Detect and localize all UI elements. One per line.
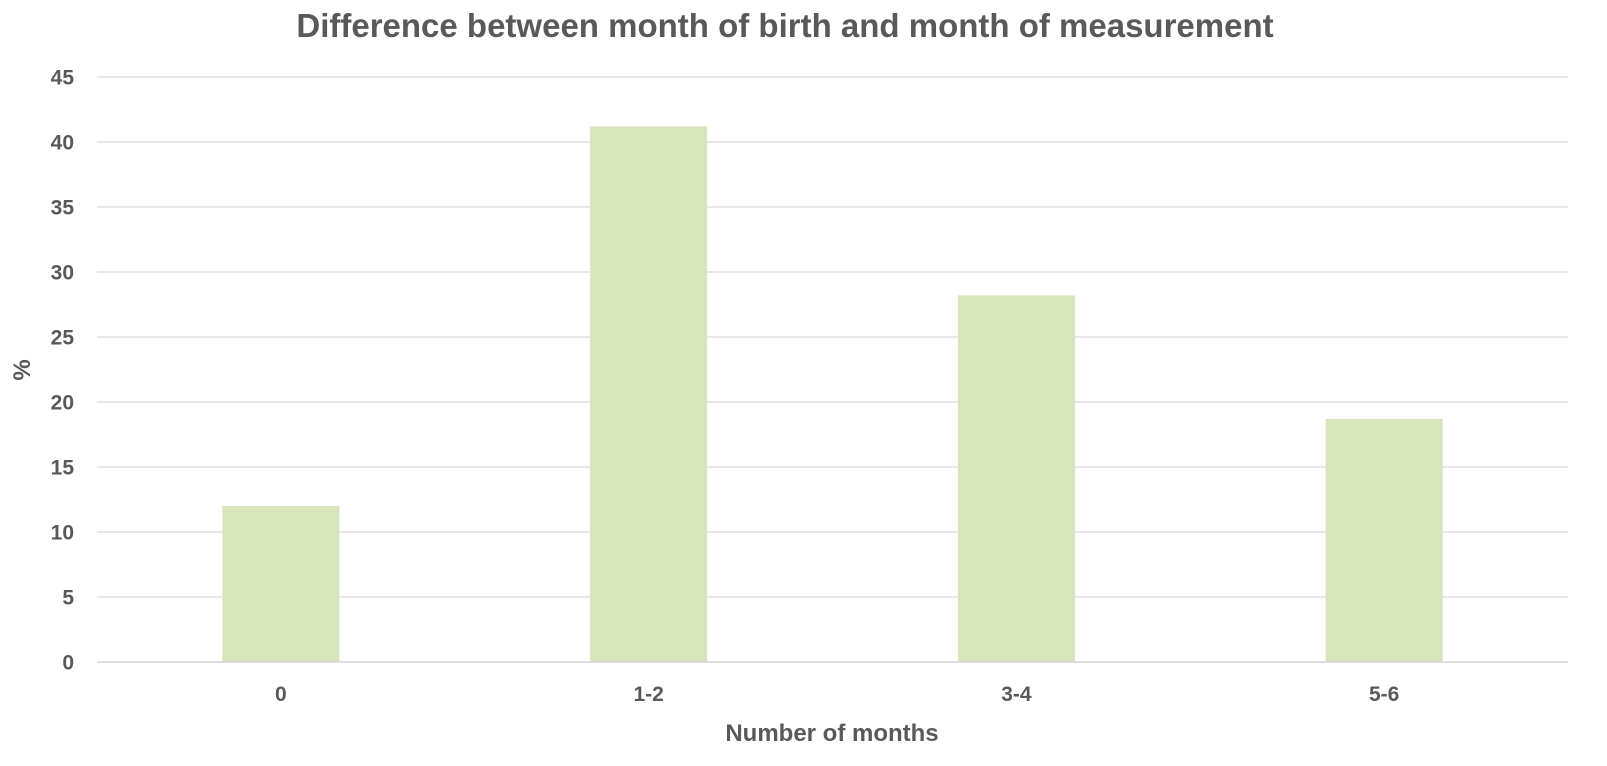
y-axis-tick-labels: 0 5 10 15 20 25 30 35 40 45 [51,67,75,675]
bar-1-2 [590,126,708,662]
y-tick-label: 5 [62,587,74,610]
bars [222,126,1443,662]
y-tick-label: 30 [51,262,74,285]
bar-zero [222,506,340,662]
x-axis-tick-labels: 0 1-2 3-4 5-6 [275,683,1399,706]
chart-title: Difference between month of birth and mo… [296,7,1273,44]
y-tick-label: 0 [62,652,74,675]
x-axis-title: Number of months [725,720,938,747]
x-tick-label: 0 [275,683,287,706]
bar-3-4 [957,295,1075,662]
gridlines [97,76,1568,663]
y-tick-label: 20 [51,392,74,415]
y-tick-label: 40 [51,132,74,155]
y-tick-label: 15 [51,457,75,480]
x-tick-label: 5-6 [1369,683,1399,706]
y-tick-label: 25 [51,327,75,350]
y-tick-label: 45 [51,67,75,90]
bar-5-6 [1325,418,1443,662]
y-axis-title: % [9,359,36,380]
y-tick-label: 10 [51,522,74,545]
x-tick-label: 1-2 [633,683,663,706]
y-tick-label: 35 [51,197,75,220]
x-tick-label: 3-4 [1001,683,1032,706]
